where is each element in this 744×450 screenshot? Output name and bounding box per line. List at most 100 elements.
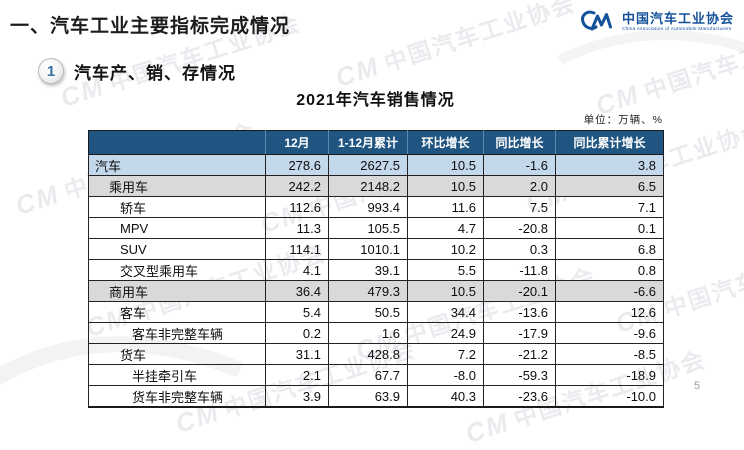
cell-value: 10.5	[407, 280, 484, 302]
table-row: 轿车 112.6 993.4 11.6 7.5 7.1	[88, 196, 664, 218]
table-row: 商用车 36.4 479.3 10.5 -20.1 -6.6	[88, 280, 664, 302]
header-row: 12月 1-12月累计 环比增长 同比增长 同比累计增长	[88, 130, 664, 155]
caam-logo: 中国汽车工业协会 China Association of Automobile…	[579, 8, 734, 36]
row-label: 货车	[88, 343, 266, 365]
cell-value: 10.5	[407, 175, 484, 197]
cell-value: 67.7	[328, 364, 408, 386]
cell-value: 242.2	[265, 175, 329, 197]
cell-value: 479.3	[328, 280, 408, 302]
row-label: 半挂牵引车	[88, 364, 266, 386]
cell-value: 5.4	[265, 301, 329, 323]
table-row: SUV 114.1 1010.1 10.2 0.3 6.8	[88, 238, 664, 260]
caam-logo-mark-icon	[581, 10, 612, 31]
cell-value: 0.1	[555, 217, 664, 239]
table-row: 半挂牵引车 2.1 67.7 -8.0 -59.3 -18.9	[88, 364, 664, 386]
caam-logo-text: 中国汽车工业协会 China Association of Automobile…	[621, 10, 734, 33]
cell-value: -20.1	[483, 280, 556, 302]
table-row: 客车非完整车辆 0.2 1.6 24.9 -17.9 -9.6	[88, 322, 664, 344]
cell-value: -59.3	[483, 364, 556, 386]
cell-value: 0.8	[555, 259, 664, 281]
cell-value: 4.7	[407, 217, 484, 239]
section-title: 汽车产、销、存情况	[74, 63, 236, 83]
cell-value: -17.9	[483, 322, 556, 344]
cell-value: 24.9	[407, 322, 484, 344]
cell-value: 7.5	[483, 196, 556, 218]
page-number: 5	[694, 380, 701, 392]
cell-value: 39.1	[328, 259, 408, 281]
cell-value: 112.6	[265, 196, 329, 218]
cell-value: 105.5	[328, 217, 408, 239]
cell-value: -13.6	[483, 301, 556, 323]
caam-name-en: China Association of Automobile Manufact…	[621, 26, 732, 32]
cell-value: 10.2	[407, 238, 484, 260]
column-header: 12月	[265, 130, 329, 155]
table-row: 汽车 278.6 2627.5 10.5 -1.6 3.8	[88, 154, 664, 176]
row-label: 客车	[88, 301, 266, 323]
page-title: 一、汽车工业主要指标完成情况	[10, 16, 291, 37]
cell-value: 428.8	[328, 343, 408, 365]
cell-value: 2627.5	[328, 154, 408, 176]
cell-value: 5.5	[407, 259, 484, 281]
cell-value: -21.2	[483, 343, 556, 365]
row-label: 货车非完整车辆	[88, 385, 266, 408]
cell-value: 278.6	[265, 154, 329, 176]
cell-value: -23.6	[483, 385, 556, 408]
table-row: 客车 5.4 50.5 34.4 -13.6 12.6	[88, 301, 664, 323]
cell-value: 2148.2	[328, 175, 408, 197]
row-label: 客车非完整车辆	[88, 322, 266, 344]
cell-value: 2.1	[265, 364, 329, 386]
cell-value: 40.3	[407, 385, 484, 408]
cell-value: 0.2	[265, 322, 329, 344]
cell-value: 0.3	[483, 238, 556, 260]
cell-value: -8.5	[555, 343, 664, 365]
cell-value: 11.6	[407, 196, 484, 218]
cell-value: 4.1	[265, 259, 329, 281]
table-row: 货车非完整车辆 3.9 63.9 40.3 -23.6 -10.0	[88, 385, 664, 408]
cell-value: 7.2	[407, 343, 484, 365]
column-header: 1-12月累计	[328, 130, 408, 155]
cell-value: -10.0	[555, 385, 664, 408]
row-label: 交叉型乘用车	[88, 259, 266, 281]
cell-value: 1010.1	[328, 238, 408, 260]
cell-value: 6.5	[555, 175, 664, 197]
slide: 一、汽车工业主要指标完成情况 中国汽车工业协会 China Associatio…	[10, 8, 734, 408]
cell-value: -11.8	[483, 259, 556, 281]
cell-value: 63.9	[328, 385, 408, 408]
cell-value: 3.8	[555, 154, 664, 176]
row-label: 乘用车	[88, 175, 266, 197]
cell-value: 34.4	[407, 301, 484, 323]
cell-value: 50.5	[328, 301, 408, 323]
section-heading: 1 汽车产、销、存情况	[38, 58, 236, 84]
table-row: 交叉型乘用车 4.1 39.1 5.5 -11.8 0.8	[88, 259, 664, 281]
cell-value: 6.8	[555, 238, 664, 260]
table-title: 2021年汽车销售情况	[296, 92, 455, 109]
row-label: 轿车	[88, 196, 266, 218]
cell-value: 1.6	[328, 322, 408, 344]
cell-value: -18.9	[555, 364, 664, 386]
column-header: 同比增长	[483, 130, 556, 155]
row-label: SUV	[88, 238, 266, 260]
cell-value: -1.6	[483, 154, 556, 176]
unit-note: 单位：万辆、%	[583, 114, 663, 126]
cell-value: -20.8	[483, 217, 556, 239]
cell-value: 993.4	[328, 196, 408, 218]
cell-value: 3.9	[265, 385, 329, 408]
cell-value: 2.0	[483, 175, 556, 197]
caam-name-cn: 中国汽车工业协会	[621, 10, 734, 26]
table-row: 货车 31.1 428.8 7.2 -21.2 -8.5	[88, 343, 664, 365]
cell-value: 31.1	[265, 343, 329, 365]
row-label: MPV	[88, 217, 266, 239]
cell-value: 36.4	[265, 280, 329, 302]
cell-value: 7.1	[555, 196, 664, 218]
cell-value: 12.6	[555, 301, 664, 323]
cell-value: -6.6	[555, 280, 664, 302]
row-label: 汽车	[88, 154, 266, 176]
column-header: 同比累计增长	[555, 130, 664, 155]
section-number-badge: 1	[38, 58, 64, 84]
table-row: MPV 11.3 105.5 4.7 -20.8 0.1	[88, 217, 664, 239]
cell-value: 114.1	[265, 238, 329, 260]
cell-value: 10.5	[407, 154, 484, 176]
cell-value: 11.3	[265, 217, 329, 239]
row-label: 商用车	[88, 280, 266, 302]
sales-table: 12月 1-12月累计 环比增长 同比增长 同比累计增长 汽车 278.6 2627.5 10…	[88, 130, 664, 408]
